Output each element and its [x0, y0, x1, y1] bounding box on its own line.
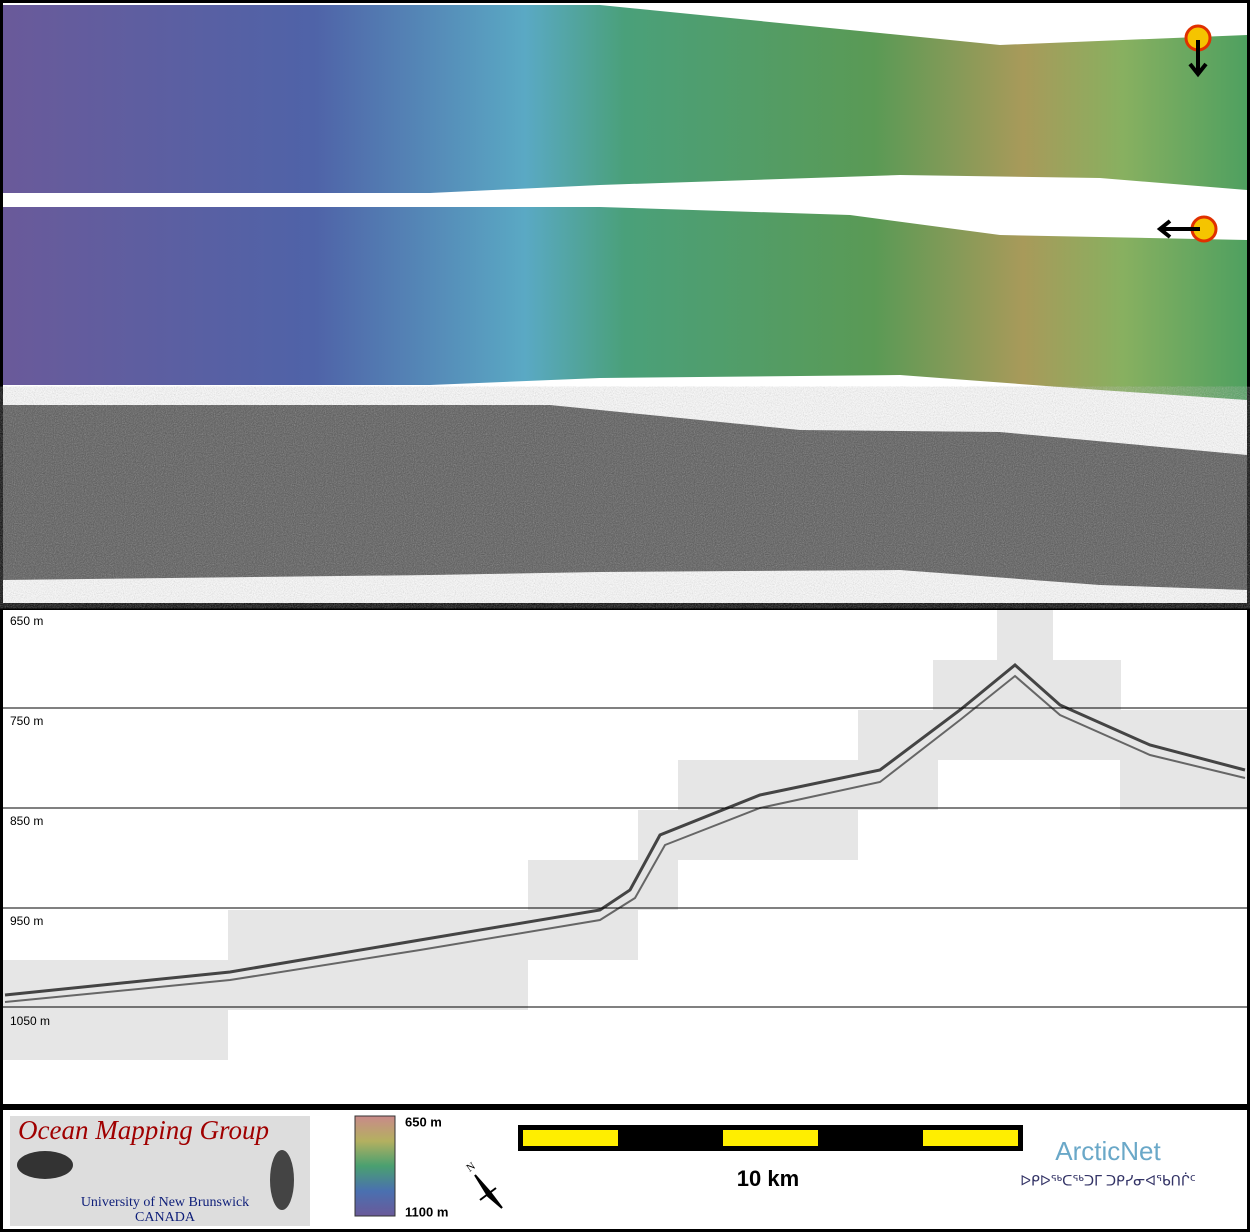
scale-bar-label: 10 km: [737, 1166, 799, 1191]
logo-title: Ocean Mapping Group: [18, 1115, 269, 1145]
logo-country: CANADA: [135, 1210, 196, 1225]
bathymetry-strip: [3, 207, 1247, 400]
colorbar-bottom: 1100 m: [405, 1204, 448, 1219]
colorbar: [354, 1115, 396, 1217]
depth-label: 650 m: [10, 614, 43, 628]
profile-tiles: [3, 610, 1247, 1060]
depth-label: 1050 m: [10, 1014, 50, 1028]
scale-bar-segments: [523, 1130, 1018, 1146]
partner-name: ArcticNet: [1055, 1136, 1161, 1166]
logo-ship: [17, 1151, 73, 1179]
illumination-arrow: [1156, 219, 1200, 239]
illumination-arrow: [1188, 40, 1208, 78]
depth-label: 950 m: [10, 914, 43, 928]
backscatter-texture: [3, 405, 1247, 590]
north-arrow: [474, 1174, 503, 1209]
depth-label: 750 m: [10, 714, 43, 728]
depth-lines: [3, 707, 1247, 1008]
depth-label: 850 m: [10, 814, 43, 828]
logo-university: University of New Brunswick: [81, 1195, 249, 1210]
seabed-reflector: [4, 663, 1246, 997]
partner-syllabics: ᐅᑭᐅᖅᑕᖅᑐᒥ ᑐᑭᓯᓂᐊᖃᑎᒌᑦ: [1020, 1173, 1196, 1189]
colorbar-top: 650 m: [405, 1114, 442, 1129]
logo-fish: [270, 1150, 294, 1210]
bathymetry-strip: [3, 5, 1247, 193]
